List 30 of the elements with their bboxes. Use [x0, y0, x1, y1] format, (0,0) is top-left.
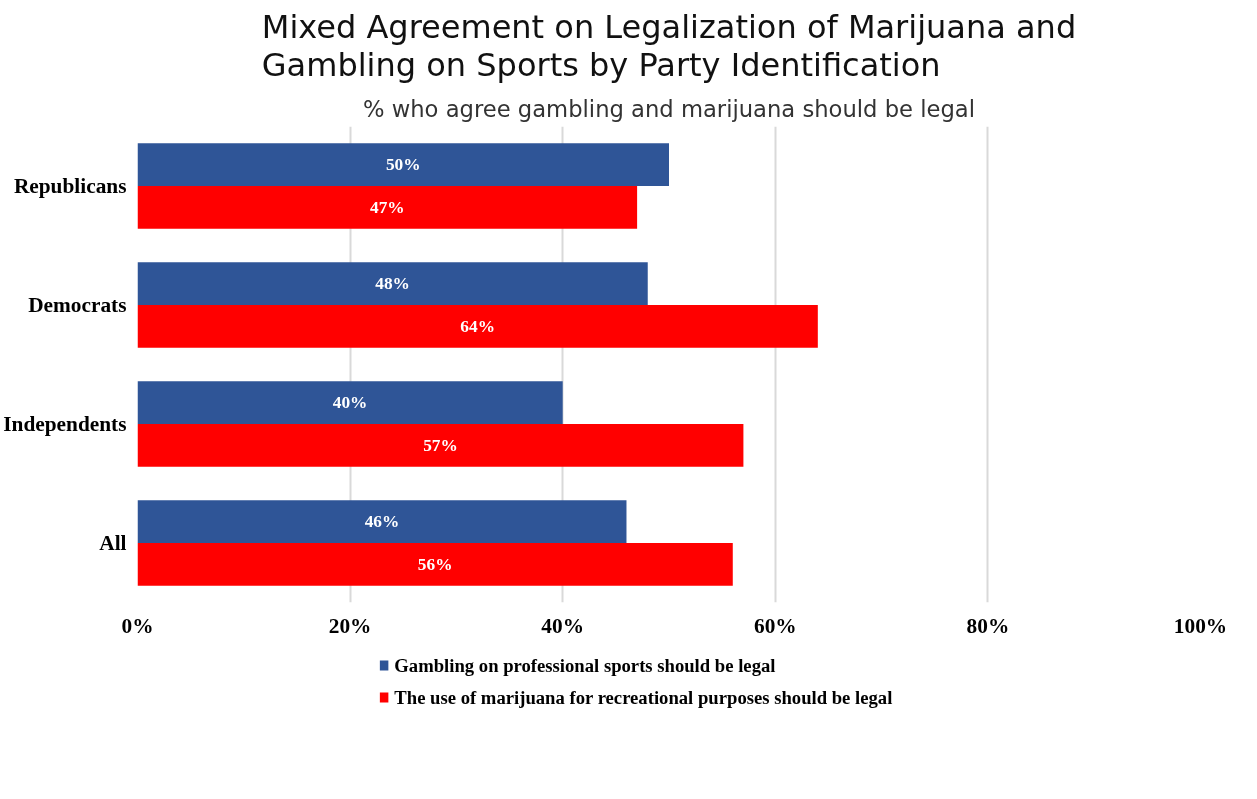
legend-label: The use of marijuana for recreational purposes should be legal — [394, 687, 893, 708]
legend-label: Gambling on professional sports should be legal — [394, 655, 776, 676]
y-tick-label: Democrats — [28, 293, 127, 317]
chart-title: Mixed Agreement on Legalization of Marijuana and Gambling on Sports by Party Identification — [261, 7, 1077, 84]
data-label: 46% — [364, 512, 400, 532]
x-tick-label: 80% — [966, 613, 1010, 638]
data-label: 64% — [460, 316, 495, 336]
data-label: 56% — [417, 554, 453, 574]
bar — [137, 305, 818, 348]
bar — [137, 186, 638, 229]
bar — [137, 543, 733, 586]
data-label: 50% — [385, 155, 421, 175]
bar — [137, 381, 563, 424]
bar — [137, 143, 669, 186]
x-tick-label: 20% — [328, 613, 372, 638]
data-label: 57% — [423, 435, 458, 455]
data-label: 48% — [375, 274, 410, 294]
bar — [137, 424, 744, 467]
y-tick-label: Independents — [3, 412, 127, 436]
data-label: 40% — [332, 393, 368, 413]
chart-subtitle: % who agree gambling and marijuana should be legal — [362, 95, 976, 122]
bar — [137, 262, 648, 305]
x-tick-label: 100% — [1173, 613, 1228, 638]
x-tick-label: 0% — [121, 613, 154, 638]
y-tick-label: Republicans — [13, 174, 127, 198]
x-tick-label: 40% — [541, 613, 585, 638]
y-tick-label: All — [99, 531, 127, 555]
data-label: 47% — [369, 197, 405, 217]
bar — [137, 500, 627, 543]
x-tick-label: 60% — [753, 613, 797, 638]
